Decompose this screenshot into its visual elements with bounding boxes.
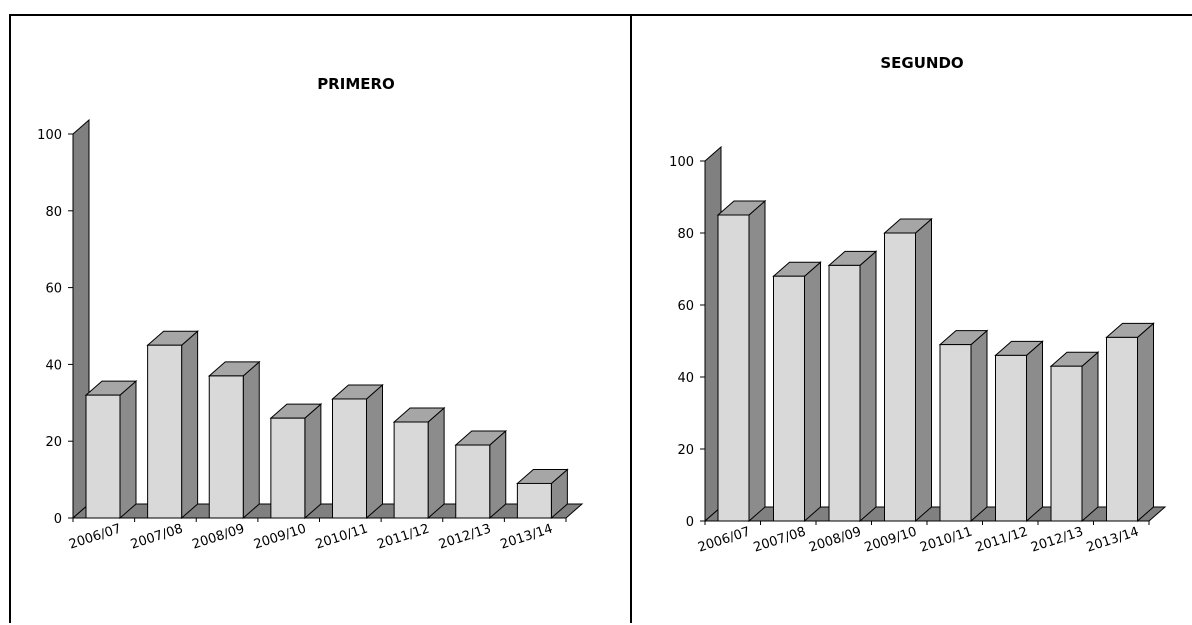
bar — [84, 380, 138, 520]
bar-side — [859, 250, 877, 523]
bar — [938, 329, 989, 523]
bar-side — [1026, 340, 1043, 523]
bar-side — [366, 383, 383, 520]
bar-side — [304, 403, 322, 520]
x-tick-label: 2009/10 — [252, 522, 308, 553]
bar-side — [970, 329, 988, 523]
x-tick-label: 2011/12 — [375, 522, 431, 553]
bar-side — [242, 360, 260, 520]
y-tick-label: 100 — [669, 155, 694, 170]
y-tick-label: 60 — [45, 282, 62, 297]
y-tick-label: 100 — [37, 128, 62, 143]
x-tick-label: 2008/09 — [807, 525, 863, 556]
chart-title: PRIMERO — [317, 75, 395, 93]
bar-front — [455, 444, 491, 519]
y-tick-label: 80 — [45, 205, 62, 220]
bar-front — [939, 344, 972, 522]
y-tick-label: 40 — [677, 371, 694, 386]
x-tick-label: 2006/07 — [696, 525, 752, 556]
x-tick-label: 2007/08 — [752, 525, 808, 556]
y-tick-label: 80 — [677, 227, 694, 242]
bar — [516, 468, 569, 520]
bar — [392, 406, 446, 520]
bar-side — [427, 406, 445, 520]
bar-side — [1137, 322, 1154, 523]
bar-front — [208, 375, 244, 519]
bar-front — [85, 394, 121, 519]
chart-primero: PRIMERO 0 20 40 60 80 100 2006/07 2007/08 2008/0… — [37, 75, 584, 553]
bar — [454, 429, 508, 520]
x-tick-label: 2010/11 — [314, 522, 370, 553]
bar-front — [995, 354, 1027, 522]
bar — [994, 340, 1044, 523]
x-tick-label: 2013/14 — [1085, 525, 1141, 556]
bar-side — [181, 330, 199, 520]
bar-side — [119, 380, 137, 520]
bar-front — [828, 264, 861, 522]
bar-side — [489, 429, 507, 520]
y-tick-label: 40 — [45, 358, 62, 373]
x-tick-label: 2012/13 — [437, 522, 493, 553]
bar-side — [804, 261, 821, 523]
bar — [827, 250, 878, 523]
bar — [883, 217, 933, 523]
bar-front — [332, 398, 367, 519]
x-tick-label: 2009/10 — [863, 525, 919, 556]
bar-front — [270, 417, 306, 519]
y-tick-label: 20 — [45, 435, 62, 450]
x-tick-label: 2011/12 — [974, 525, 1030, 556]
bar-front — [393, 421, 429, 519]
bar — [1105, 322, 1155, 523]
bar-front — [516, 482, 552, 519]
x-tick-label: 2006/07 — [67, 522, 123, 553]
y-tick-label: 60 — [677, 299, 694, 314]
chart-title: SEGUNDO — [880, 54, 963, 72]
chart-panel-primero: PRIMERO 0 20 40 60 80 100 2006/07 2007/08 2008/0… — [9, 14, 630, 623]
bar — [146, 330, 199, 520]
x-tick-label: 2007/08 — [129, 522, 185, 553]
bar — [331, 383, 384, 520]
chart-segundo: SEGUNDO 0 20 40 60 80 100 2006/07 2007/08 2008/0… — [669, 54, 1167, 556]
bar-front — [147, 344, 183, 519]
x-tick-label: 2013/14 — [499, 522, 555, 553]
bar-front — [717, 214, 750, 522]
y-tick-label: 20 — [677, 443, 694, 458]
bar — [772, 261, 822, 523]
x-tick-label: 2012/13 — [1029, 525, 1085, 556]
bar-front — [773, 275, 805, 522]
x-tick-label: 2008/09 — [190, 522, 246, 553]
bar — [207, 360, 261, 520]
bar — [269, 403, 323, 520]
bar-side — [748, 199, 766, 523]
x-tick-label: 2010/11 — [918, 525, 974, 556]
bar — [1049, 351, 1100, 523]
chart-panel-segundo: SEGUNDO 0 20 40 60 80 100 2006/07 2007/08 2008/0… — [630, 14, 1192, 623]
bar-front — [884, 232, 916, 522]
bar-side — [1081, 351, 1099, 523]
bar-front — [1106, 336, 1138, 522]
bar — [716, 199, 767, 523]
y-tick-label: 0 — [54, 512, 62, 527]
bar-front — [1050, 365, 1083, 522]
y-tick-label: 0 — [686, 515, 694, 530]
bar-side — [915, 217, 932, 523]
